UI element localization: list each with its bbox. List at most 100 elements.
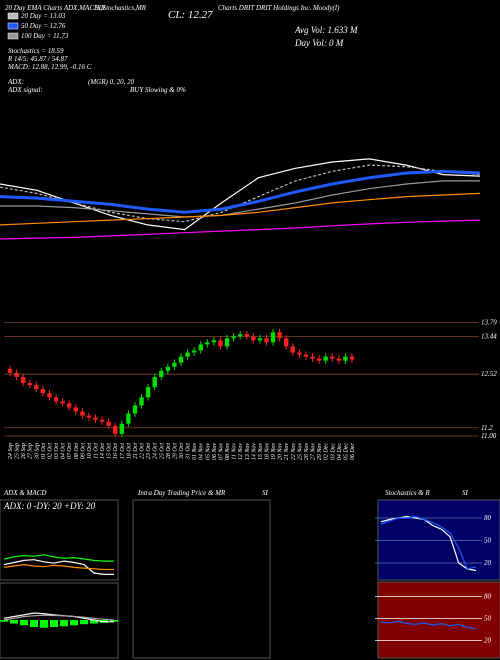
candle-body (224, 338, 230, 347)
x-tick-label: 11 Oct (94, 443, 100, 459)
x-tick-label: 16 Oct (113, 443, 119, 459)
candle-body (303, 354, 309, 357)
x-tick-label: 22 Nov (291, 443, 297, 461)
candle-body (231, 336, 236, 339)
y-tick-label: 13.79 (481, 318, 497, 326)
y-tick-label: 20 (484, 559, 492, 567)
x-tick-label: 06 Nov (212, 443, 218, 461)
candle-body (297, 352, 302, 355)
candle-body (290, 346, 296, 353)
x-tick-label: 20 Nov (278, 443, 284, 461)
x-tick-label: 25 Sep (15, 443, 21, 459)
candle-body (211, 340, 217, 343)
x-tick-label: 01 Nov (192, 443, 198, 461)
series-line (0, 169, 481, 214)
x-tick-label: 03 Oct (54, 443, 60, 459)
candle-body (198, 344, 203, 351)
x-tick-label: 14 Nov (250, 443, 257, 461)
candle-body (60, 401, 65, 404)
x-tick-label: 30 Sep (34, 443, 40, 460)
candle-body (47, 393, 52, 398)
rsi-info: R 14/5: 45.87 / 54.87 (7, 55, 68, 63)
candle-body (80, 411, 85, 416)
candle-body (191, 350, 197, 353)
candle-body (237, 334, 243, 337)
candle-body (152, 376, 157, 388)
y-tick-label: 50 (484, 537, 492, 545)
x-tick-label: 31 Oct (186, 443, 192, 460)
legend-label: 50 Day = 12.76 (21, 22, 66, 30)
candle-body (349, 356, 355, 360)
histogram-bar (110, 620, 118, 622)
histogram-bar (70, 620, 78, 626)
x-tick-label: 18 Oct (126, 443, 132, 459)
header-text: 20 Day EMA Charts ADX,MACD,R (5, 4, 106, 12)
candle-body (53, 397, 59, 402)
candle-body (27, 383, 32, 386)
x-tick-label: 25 Nov (297, 443, 303, 461)
x-tick-label: 07 Nov (218, 443, 224, 461)
y-tick-label: 50 (484, 615, 492, 623)
x-tick-label: 04 Nov (198, 443, 205, 461)
x-tick-label: 21 Oct (133, 443, 139, 459)
header-text: Charts DRIT (218, 4, 255, 12)
candle-body (323, 356, 328, 361)
series-line (3, 559, 114, 575)
x-tick-label: 29 Oct (172, 443, 178, 459)
candle-body (7, 368, 13, 373)
candle-body (106, 421, 111, 426)
candle-body (73, 407, 78, 412)
legend-swatch (7, 22, 19, 30)
x-tick-label: 11 Nov (232, 443, 238, 460)
candle-body (14, 372, 19, 377)
x-tick-label: 08 Nov (225, 443, 231, 461)
candle-body (178, 356, 184, 363)
adx-signal: ADX signal: (7, 86, 43, 94)
candle-body (330, 356, 335, 359)
series-line (0, 192, 481, 226)
series-line (3, 614, 115, 621)
panel-title: ADX & MACD (3, 489, 46, 497)
series-line (0, 158, 481, 231)
x-tick-label: 02 Dec (324, 443, 330, 460)
x-tick-label: 21 Nov (284, 443, 290, 461)
candle-body (159, 370, 164, 377)
candle-body (66, 403, 72, 408)
y-tick-label: 20 (484, 636, 492, 644)
avg-vol: Avg Vol: 1.633 M (294, 25, 358, 35)
x-tick-label: 26 Nov (304, 443, 310, 461)
series-line (380, 620, 477, 630)
histogram-bar (10, 620, 18, 624)
candle-body (165, 366, 171, 371)
candle-body (113, 425, 118, 434)
candle-body (172, 362, 177, 367)
x-tick-label: 18 Nov (265, 443, 271, 461)
histogram-bar (90, 620, 98, 624)
candle-body (336, 358, 342, 361)
candle-body (284, 338, 289, 347)
panel-subtitle: SI (462, 489, 469, 497)
histogram-bar (50, 620, 58, 627)
header-text: SI,Stochastics,MR (95, 4, 147, 12)
candle-body (132, 405, 138, 414)
candle-body (257, 338, 263, 341)
x-tick-label: 09 Oct (80, 443, 86, 459)
candle-body (316, 358, 322, 361)
x-tick-label: 06 Dec (350, 443, 356, 460)
panel-subtitle: ADX: 0 -DY: 20 +DY: 20 (3, 501, 96, 511)
panel-title: Stochastics & R (385, 489, 430, 497)
x-tick-label: 07 Oct (67, 443, 73, 459)
candle-body (34, 385, 39, 390)
series-line (0, 180, 480, 218)
adx-panel (0, 499, 119, 581)
x-tick-label: 24 Sep (7, 443, 14, 459)
x-tick-label: 03 Dec (330, 443, 336, 460)
series-line (0, 219, 481, 240)
candle-body (145, 387, 151, 398)
adx-info: (MGR) 0, 20, 20 (88, 78, 135, 86)
y-tick-label: 11.00 (481, 432, 497, 440)
candle-body (86, 415, 92, 418)
candle-body (251, 336, 256, 341)
x-tick-label: 05 Dec (343, 443, 349, 460)
stoch-panel (377, 499, 500, 581)
